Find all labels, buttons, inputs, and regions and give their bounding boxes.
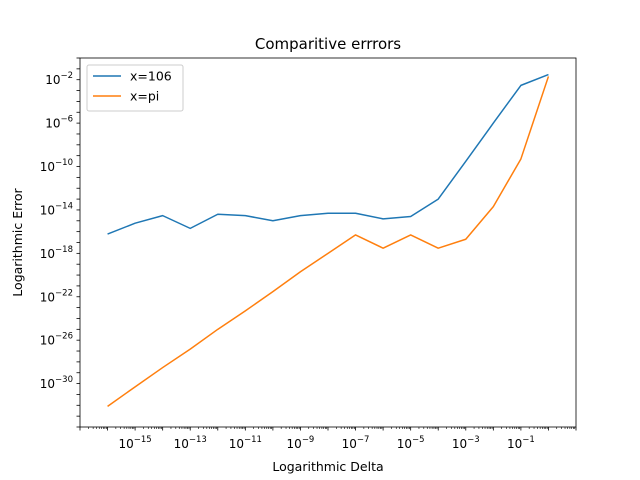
legend-label-2: x=pi [130, 89, 159, 104]
x-tick-label: 10−9 [287, 435, 315, 451]
y-tick-label: 10−18 [40, 245, 73, 261]
y-tick-label: 10−2 [45, 71, 73, 87]
x-tick-label: 10−13 [174, 435, 207, 451]
x-tick-label: 10−15 [118, 435, 151, 451]
y-tick-label: 10−22 [40, 288, 73, 304]
y-tick-label: 10−30 [40, 375, 73, 391]
y-tick-label: 10−6 [45, 115, 73, 131]
y-tick-label: 10−10 [40, 158, 73, 174]
y-tick-label: 10−26 [40, 332, 73, 348]
y-axis-ticks: 10−30 10−26 10−22 10−18 10−14 10−10 10−6 10−2 [40, 57, 80, 428]
x-axis-ticks: 10−15 10−13 10−11 10−9 10−7 10−5 10−3 10−1 [79, 427, 577, 451]
x-tick-label: 10−1 [507, 435, 535, 451]
series-line-2 [107, 76, 550, 407]
legend-label-1: x=106 [130, 69, 172, 84]
y-tick-label: 10−14 [40, 201, 73, 217]
y-axis-label: Logarithmic Error [10, 187, 25, 296]
x-tick-label: 10−7 [342, 435, 370, 451]
chart-title: Comparitive errrors [255, 35, 401, 53]
legend: x=106 x=pi [86, 64, 184, 112]
x-tick-label: 10−3 [452, 435, 480, 451]
plot-lines [107, 73, 550, 407]
x-axis-label: Logarithmic Delta [272, 459, 383, 474]
x-tick-label: 10−5 [397, 435, 425, 451]
series-line-1 [107, 73, 549, 235]
x-tick-label: 10−11 [229, 435, 262, 451]
